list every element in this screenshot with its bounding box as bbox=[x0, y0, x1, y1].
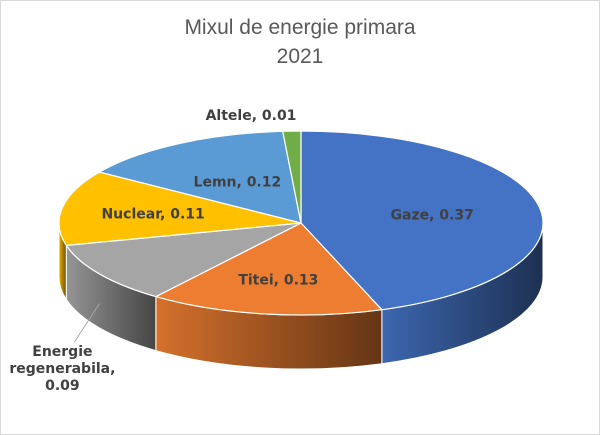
data-label-gaze: Gaze, 0.37 bbox=[391, 207, 474, 223]
data-label-line: Titei, 0.13 bbox=[238, 272, 318, 288]
slice-top-nuclear bbox=[58, 171, 302, 247]
data-label-altele: Altele, 0.01 bbox=[206, 108, 297, 124]
data-label-titei: Titei, 0.13 bbox=[238, 272, 318, 288]
data-label-line: Altele, 0.01 bbox=[206, 108, 297, 124]
data-label-line: Lemn, 0.12 bbox=[194, 175, 282, 191]
data-label-line: regenerabila, bbox=[9, 361, 115, 377]
slice-top-lemn bbox=[98, 130, 302, 224]
data-label-line: Nuclear, 0.11 bbox=[101, 206, 204, 222]
data-label-line: 0.09 bbox=[45, 378, 80, 394]
data-label-line: Gaze, 0.37 bbox=[391, 207, 474, 223]
slice-top-energie-regenerabila bbox=[65, 222, 302, 298]
data-labels: Gaze, 0.37 Titei, 0.13 Energie regenerabila… bbox=[9, 108, 474, 394]
slice-top-altele bbox=[282, 130, 302, 224]
chart-title-line-1: Mixul de energie primara bbox=[184, 16, 415, 39]
data-label-nuclear: Nuclear, 0.11 bbox=[101, 206, 204, 222]
leader-line-energie-regenerabila bbox=[73, 303, 100, 343]
chart-title-line-2: 2021 bbox=[277, 45, 324, 68]
slice-top-gaze bbox=[300, 130, 544, 311]
pie-tops bbox=[58, 130, 544, 316]
slice-top-titei bbox=[155, 222, 383, 316]
data-label-energie-regenerabila: Energie regenerabila, 0.09 bbox=[9, 344, 115, 394]
leader-lines bbox=[73, 303, 100, 343]
data-label-line: Energie bbox=[32, 344, 92, 360]
data-label-lemn: Lemn, 0.12 bbox=[194, 175, 282, 191]
